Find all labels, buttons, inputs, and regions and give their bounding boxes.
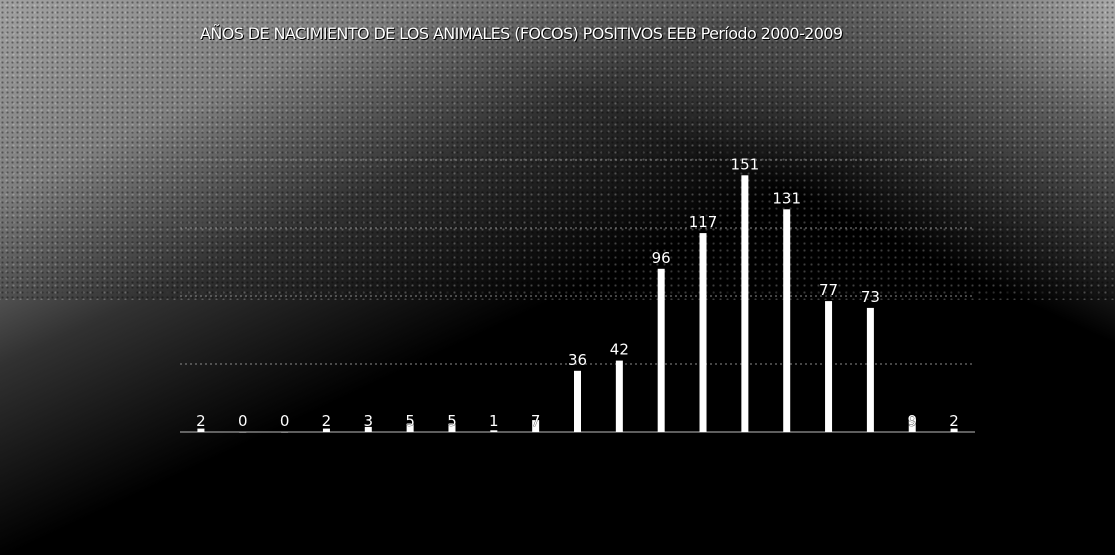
data-label-1992: 5 <box>447 412 457 430</box>
bar-1994 <box>532 420 540 432</box>
bar-2002 <box>866 307 874 432</box>
data-label-1987: 0 <box>238 412 248 430</box>
bar-2000 <box>783 209 791 432</box>
bar-1989 <box>322 428 330 432</box>
bar-1990 <box>364 426 372 432</box>
data-label-2003: 9 <box>907 412 917 430</box>
bar-2001 <box>825 301 833 432</box>
data-label-1991: 5 <box>405 412 415 430</box>
data-label-1995: 36 <box>568 351 587 369</box>
data-label-1997: 96 <box>652 249 671 267</box>
data-label-1989: 2 <box>322 412 332 430</box>
data-labels: 2 0 0 2 3 5 5 1 7 36 42 96 117 151 131 77 73 9 2 <box>196 155 959 430</box>
data-label-2000: 131 <box>772 189 801 207</box>
data-label-1988: 0 <box>280 412 290 430</box>
chart-title: AÑOS DE NACIMIENTO DE LOS ANIMALES (FOCO… <box>200 24 843 43</box>
data-label-2004: 2 <box>949 412 959 430</box>
data-label-1998: 117 <box>689 213 718 231</box>
bar-1998 <box>699 233 707 432</box>
bar-2003 <box>908 416 916 432</box>
data-label-1990: 3 <box>364 412 374 430</box>
bar-1996 <box>615 360 623 432</box>
bar-2004 <box>950 428 958 432</box>
bar-1997 <box>657 268 665 432</box>
bar-1991 <box>406 423 414 432</box>
data-label-2002: 73 <box>861 288 880 306</box>
bar-1992 <box>448 423 456 432</box>
data-label-1986: 2 <box>196 412 206 430</box>
photo-speckle-texture <box>0 0 1115 300</box>
data-label-1994: 7 <box>531 412 541 430</box>
bar-1995 <box>574 370 581 432</box>
data-label-1993: 1 <box>489 412 499 430</box>
data-label-1996: 42 <box>610 341 629 359</box>
data-label-2001: 77 <box>819 281 838 299</box>
bar-series <box>197 175 958 433</box>
data-label-1999: 151 <box>731 155 760 173</box>
bar-1999 <box>741 175 749 433</box>
bar-1988 <box>281 432 289 433</box>
bar-1986 <box>197 428 205 432</box>
bar-1993 <box>490 430 498 432</box>
bar-1987 <box>239 432 247 433</box>
